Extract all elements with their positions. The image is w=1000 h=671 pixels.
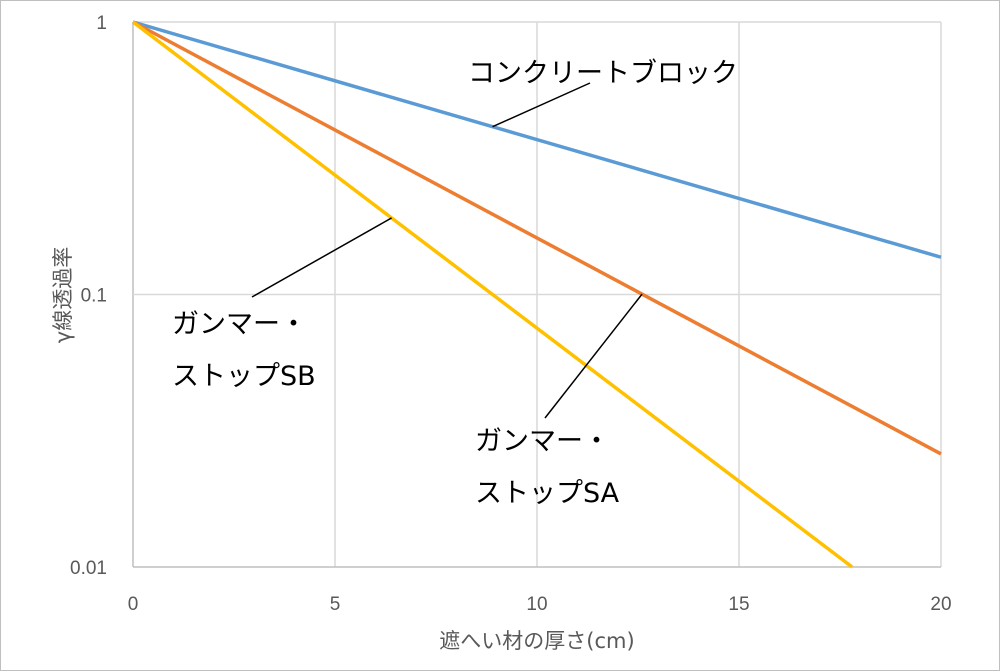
x-axis-title: 遮へい材の厚さ(cm) <box>439 629 634 653</box>
series-line <box>131 20 854 569</box>
y-tick-label: 1 <box>96 13 107 34</box>
series-lines <box>131 20 942 569</box>
annotation-leader-line <box>544 293 643 419</box>
annotation-leader-line <box>251 217 392 298</box>
tick-labels: 0 5 10 15 20 1 0.1 0.01 <box>70 13 952 615</box>
x-tick-label: 5 <box>330 594 341 615</box>
x-tick-label: 20 <box>930 594 951 615</box>
x-tick-label: 15 <box>728 594 749 615</box>
annotation-label: ストップSB <box>172 361 316 392</box>
annotation-leader-line <box>492 82 591 128</box>
grid-lines <box>132 21 942 568</box>
y-tick-label: 0.01 <box>70 558 107 579</box>
annotation-label: ストップSA <box>475 478 620 509</box>
x-tick-label: 10 <box>526 594 547 615</box>
y-axis-title: γ線透過率 <box>51 247 75 343</box>
annotation-label: コンクリートブロック <box>468 58 738 89</box>
annotation-leaders <box>251 82 643 419</box>
annotation-label: ガンマー・ <box>172 309 307 340</box>
annotation-label: ガンマー・ <box>475 426 610 457</box>
series-line <box>132 20 942 259</box>
series-line <box>132 20 942 456</box>
y-tick-label: 0.1 <box>81 286 107 307</box>
x-tick-label: 0 <box>128 594 139 615</box>
